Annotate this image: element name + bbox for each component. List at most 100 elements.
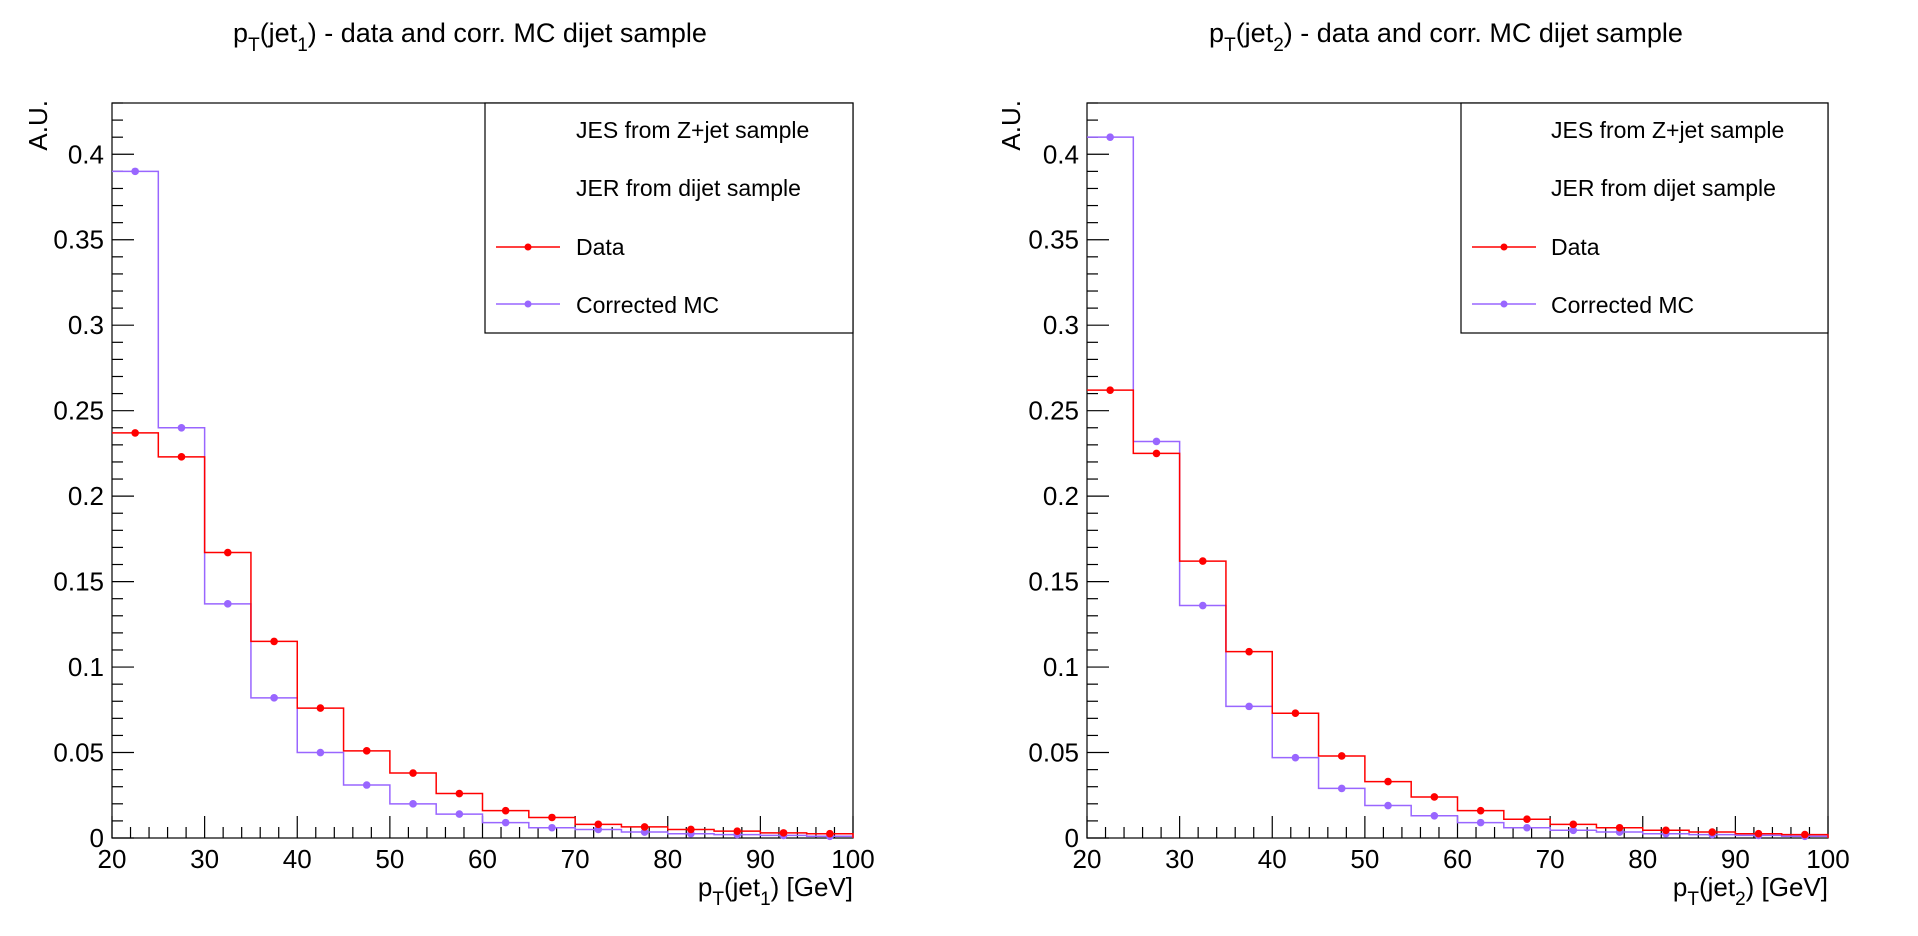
y-tick-label: 0.2 bbox=[68, 481, 104, 511]
legend-data-marker bbox=[1500, 243, 1508, 251]
data-point bbox=[316, 748, 325, 757]
data-point bbox=[1337, 752, 1346, 760]
x-tick-label: 50 bbox=[1350, 844, 1379, 874]
data-point bbox=[409, 769, 417, 777]
y-tick-label: 0.4 bbox=[1043, 139, 1079, 169]
y-tick-label: 0.1 bbox=[68, 652, 104, 682]
data-point bbox=[548, 813, 556, 822]
y-tick-label: 0 bbox=[90, 823, 104, 853]
data-point bbox=[131, 429, 139, 437]
y-tick-label: 0.2 bbox=[1043, 481, 1079, 511]
y-tick-label: 0.15 bbox=[53, 567, 104, 597]
data-point bbox=[455, 789, 464, 798]
x-tick-labels: 20 30 40 50 60 70 80 90 100 bbox=[98, 844, 875, 874]
legend: JES from Z+jet sample JER from dijet sam… bbox=[484, 102, 854, 334]
x-tick-label: 30 bbox=[190, 844, 219, 874]
data-point bbox=[1337, 784, 1346, 793]
data-point bbox=[223, 548, 232, 557]
data-point bbox=[1106, 386, 1114, 394]
legend-entry-data: Data bbox=[576, 234, 625, 260]
data-point bbox=[548, 823, 556, 832]
x-tick-label: 20 bbox=[98, 844, 127, 874]
legend-data-marker bbox=[524, 243, 532, 251]
data-point bbox=[362, 781, 371, 789]
y-tick-label: 0.05 bbox=[53, 738, 104, 768]
data-point bbox=[270, 637, 278, 646]
data-point bbox=[316, 704, 325, 712]
data-point bbox=[1198, 557, 1207, 565]
legend-entry-jes: JES from Z+jet sample bbox=[576, 117, 809, 143]
x-tick-label: 30 bbox=[1165, 844, 1194, 874]
data-point bbox=[1615, 823, 1624, 832]
y-tick-label: 0.4 bbox=[68, 139, 104, 169]
y-tick-label: 0.3 bbox=[68, 310, 104, 340]
data-point bbox=[1476, 818, 1485, 827]
data-point bbox=[362, 747, 371, 755]
x-tick-label: 80 bbox=[653, 844, 682, 874]
data-point bbox=[826, 829, 834, 838]
data-point bbox=[1754, 829, 1763, 838]
x-tick-label: 90 bbox=[746, 844, 775, 874]
data-point bbox=[1708, 828, 1717, 836]
x-axis-label: pT(jet2) [GeV] bbox=[1673, 872, 1828, 910]
series-data bbox=[1087, 386, 1829, 839]
y-tick-label: 0.05 bbox=[1028, 738, 1079, 768]
data-point bbox=[733, 827, 742, 835]
series-data bbox=[112, 429, 854, 838]
y-tick-labels: 0 0.05 0.1 0.15 0.2 0.25 0.3 0.35 0.4 bbox=[53, 139, 104, 853]
data-point bbox=[1476, 806, 1485, 815]
data-point bbox=[1106, 133, 1114, 141]
legend-entry-jer: JER from dijet sample bbox=[1551, 175, 1776, 201]
data-point bbox=[1523, 815, 1531, 823]
x-tick-label: 100 bbox=[831, 844, 874, 874]
x-tick-label: 70 bbox=[561, 844, 590, 874]
data-point bbox=[1152, 449, 1161, 458]
data-point bbox=[640, 823, 649, 831]
series-step-line bbox=[112, 432, 854, 838]
y-tick-label: 0 bbox=[1065, 823, 1079, 853]
legend-mc-marker bbox=[1500, 300, 1508, 308]
data-point bbox=[779, 829, 788, 837]
data-point bbox=[177, 453, 186, 461]
data-point bbox=[455, 810, 464, 818]
y-tick-label: 0.35 bbox=[1028, 225, 1079, 255]
data-point bbox=[1430, 811, 1439, 820]
x-tick-label: 100 bbox=[1806, 844, 1849, 874]
x-tick-labels: 20 30 40 50 60 70 80 90 100 bbox=[1073, 844, 1850, 874]
data-point bbox=[270, 694, 278, 702]
plot-marks bbox=[1086, 102, 1829, 841]
x-axis-label: pT(jet1) [GeV] bbox=[698, 872, 853, 910]
data-point bbox=[501, 806, 510, 815]
data-point bbox=[1245, 702, 1253, 711]
data-point bbox=[131, 167, 139, 176]
x-tick-label: 90 bbox=[1721, 844, 1750, 874]
data-point bbox=[687, 825, 695, 834]
legend-mc-marker bbox=[524, 300, 532, 308]
data-point bbox=[1291, 709, 1300, 718]
x-tick-label: 20 bbox=[1073, 844, 1102, 874]
x-tick-label: 70 bbox=[1536, 844, 1565, 874]
data-point bbox=[1384, 801, 1392, 810]
legend-box bbox=[484, 102, 854, 334]
data-point bbox=[1245, 647, 1253, 656]
y-tick-label: 0.15 bbox=[1028, 567, 1079, 597]
x-tick-label: 60 bbox=[468, 844, 497, 874]
data-point bbox=[501, 818, 510, 827]
data-point bbox=[409, 800, 417, 808]
y-tick-label: 0.35 bbox=[53, 225, 104, 255]
data-point bbox=[223, 600, 232, 608]
data-point bbox=[1801, 830, 1809, 839]
legend-entry-mc: Corrected MC bbox=[576, 292, 719, 318]
chart-title: pT(jet2) - data and corr. MC dijet sampl… bbox=[1209, 18, 1683, 56]
legend-entry-data: Data bbox=[1551, 234, 1600, 260]
legend-entry-jes: JES from Z+jet sample bbox=[1551, 117, 1784, 143]
x-tick-label: 40 bbox=[1258, 844, 1287, 874]
data-point bbox=[1198, 601, 1207, 610]
data-point bbox=[1430, 793, 1439, 801]
data-point bbox=[1569, 826, 1578, 835]
x-tick-label: 40 bbox=[283, 844, 312, 874]
y-tick-label: 0.3 bbox=[1043, 310, 1079, 340]
x-tick-label: 50 bbox=[375, 844, 404, 874]
y-tick-label: 0.25 bbox=[53, 396, 104, 426]
